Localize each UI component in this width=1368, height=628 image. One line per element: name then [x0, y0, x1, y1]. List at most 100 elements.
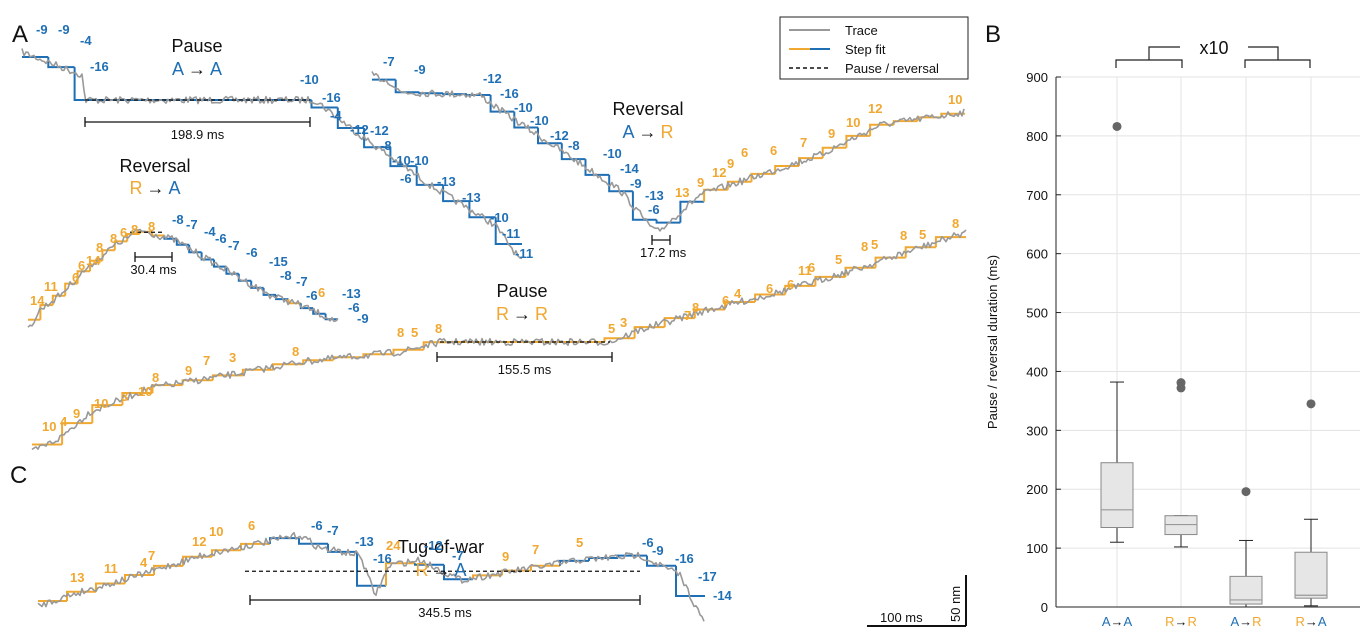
y-tick-label: 800	[1026, 129, 1048, 144]
step-label: -8	[380, 138, 392, 153]
transition-from: R	[129, 178, 142, 198]
panel-label-b: B	[985, 21, 1001, 48]
y-tick-label: 600	[1026, 247, 1048, 262]
step-label: 8	[148, 219, 155, 234]
step-label: 10	[42, 419, 56, 434]
step-fit-segment	[89, 259, 103, 272]
step-label: 6	[787, 277, 794, 292]
step-fit-segment	[269, 537, 299, 544]
step-label: -7	[228, 238, 240, 253]
step-label: -10	[514, 100, 533, 115]
step-label: -9	[652, 543, 664, 558]
step-label: -9	[36, 22, 48, 37]
bracket-top-left	[1148, 46, 1180, 60]
step-fit-segment	[679, 200, 705, 223]
transition-arrow: →	[188, 59, 206, 79]
step-label: 9	[828, 126, 835, 141]
step-fit-segment	[211, 374, 243, 381]
step-label: 11	[44, 279, 58, 294]
step-label: 13	[675, 185, 689, 200]
outlier-point	[1241, 487, 1251, 497]
step-label: 3	[229, 350, 236, 365]
step-fit-segment	[646, 555, 676, 567]
step-fit-segment	[494, 217, 522, 245]
step-label: 10	[94, 396, 108, 411]
step-label: 4	[60, 414, 68, 429]
category-to: R	[1188, 614, 1197, 628]
box-2: A→R	[1229, 487, 1263, 628]
step-fit-segment	[126, 233, 140, 242]
step-label: 6	[248, 518, 255, 533]
y-tick-label: 900	[1026, 70, 1048, 85]
outlier-point	[1112, 121, 1122, 131]
step-label: 8	[692, 300, 699, 315]
step-label: 6	[722, 293, 729, 308]
bracket-label: x10	[1199, 38, 1228, 58]
step-label: 5	[919, 227, 926, 242]
duration-label: 198.9 ms	[171, 127, 225, 142]
step-label: 14	[86, 253, 101, 268]
step-fit-segment	[262, 287, 276, 296]
step-label: -7	[327, 523, 339, 538]
step-label: 9	[697, 175, 704, 190]
step-label: -11	[515, 246, 533, 261]
trace-tug-of-war-ra	[37, 531, 705, 622]
step-label: -10	[530, 113, 549, 128]
step-label: 12	[192, 534, 206, 549]
step-label: -8	[172, 212, 184, 227]
step-label: 8	[397, 325, 404, 340]
legend-fit-label: Step fit	[845, 42, 886, 57]
bracket-top-right	[1248, 46, 1279, 60]
step-fit-segment	[603, 337, 635, 342]
step-label: -12	[350, 122, 369, 137]
trace-title: Tug-of-war	[398, 537, 484, 557]
step-label: -4	[80, 33, 92, 48]
step-fit-segment	[213, 259, 227, 268]
transition-arrow: →	[146, 178, 164, 198]
transition-label: R → A	[129, 178, 180, 198]
step-fit-segment	[750, 172, 776, 182]
step-label: -10	[603, 146, 622, 161]
duration-label: 155.5 ms	[498, 362, 552, 377]
x-tick-label: A→R	[1230, 614, 1261, 628]
legend-trace-label: Trace	[845, 23, 878, 38]
step-label: -8	[568, 138, 580, 153]
duration-label: 30.4 ms	[130, 262, 177, 277]
box-3: R→A	[1294, 399, 1328, 628]
step-fit-segment	[703, 188, 728, 202]
y-tick-label: 300	[1026, 423, 1048, 438]
step-fit-segment	[530, 564, 560, 571]
step-label: -13	[342, 286, 361, 301]
noisy-trace	[371, 71, 965, 232]
step-label: 8	[131, 222, 138, 237]
step-label: 7	[203, 353, 210, 368]
box-plot: A→A R→R A→R R→A	[1055, 46, 1360, 628]
step-fit-segment	[675, 565, 705, 597]
transition-to: A	[168, 178, 180, 198]
step-fit-segment	[584, 159, 610, 176]
step-label: 9	[73, 406, 80, 421]
x-tick-label: A→A	[1102, 614, 1133, 628]
step-fit-segment	[468, 201, 496, 219]
step-label: 10	[138, 384, 152, 399]
transition-to: R	[535, 304, 548, 324]
step-fit-segment	[892, 120, 918, 125]
category-to: A	[1318, 614, 1327, 628]
step-label: 6	[78, 258, 85, 273]
step-label: -7	[452, 548, 464, 563]
step-label: 7	[684, 308, 691, 323]
step-fit-segment	[175, 238, 190, 246]
step-fit-segment	[631, 191, 657, 221]
step-label: -16	[322, 90, 341, 105]
step-label: -8	[280, 268, 292, 283]
step-label: -7	[296, 274, 308, 289]
step-fit-segment	[389, 147, 417, 168]
step-label: 6	[72, 270, 79, 285]
step-fit-segment	[392, 348, 424, 355]
step-fit-segment	[356, 551, 386, 587]
box-iqr	[1294, 551, 1328, 599]
category-from: A	[1102, 614, 1111, 628]
transition-arrow: →	[639, 122, 657, 142]
step-label: -12	[483, 71, 502, 86]
